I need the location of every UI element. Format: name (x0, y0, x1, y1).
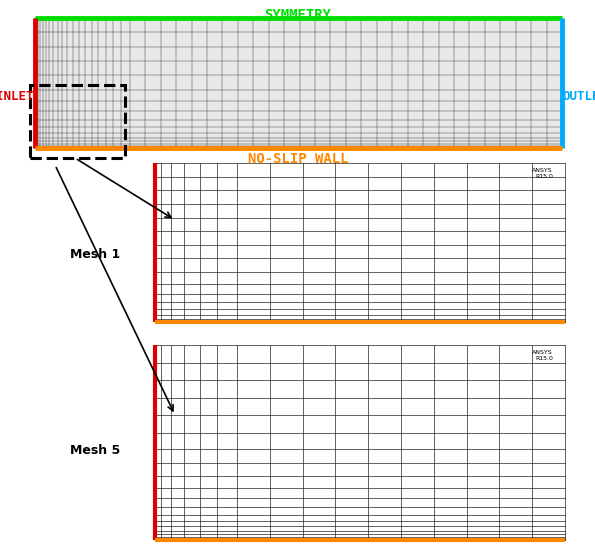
Text: OUTLET: OUTLET (562, 90, 595, 102)
Text: ANSYS
R15.0: ANSYS R15.0 (533, 168, 553, 179)
Text: ANSYS
R15.0: ANSYS R15.0 (533, 350, 553, 361)
Text: Mesh 1: Mesh 1 (70, 249, 120, 261)
Bar (35, 18, 562, 148)
Text: SYMMETRY: SYMMETRY (265, 8, 331, 22)
Text: INLET: INLET (0, 90, 34, 102)
Text: Mesh 5: Mesh 5 (70, 444, 120, 456)
Text: NO-SLIP WALL: NO-SLIP WALL (248, 152, 348, 166)
Bar (30, 85, 125, 158)
